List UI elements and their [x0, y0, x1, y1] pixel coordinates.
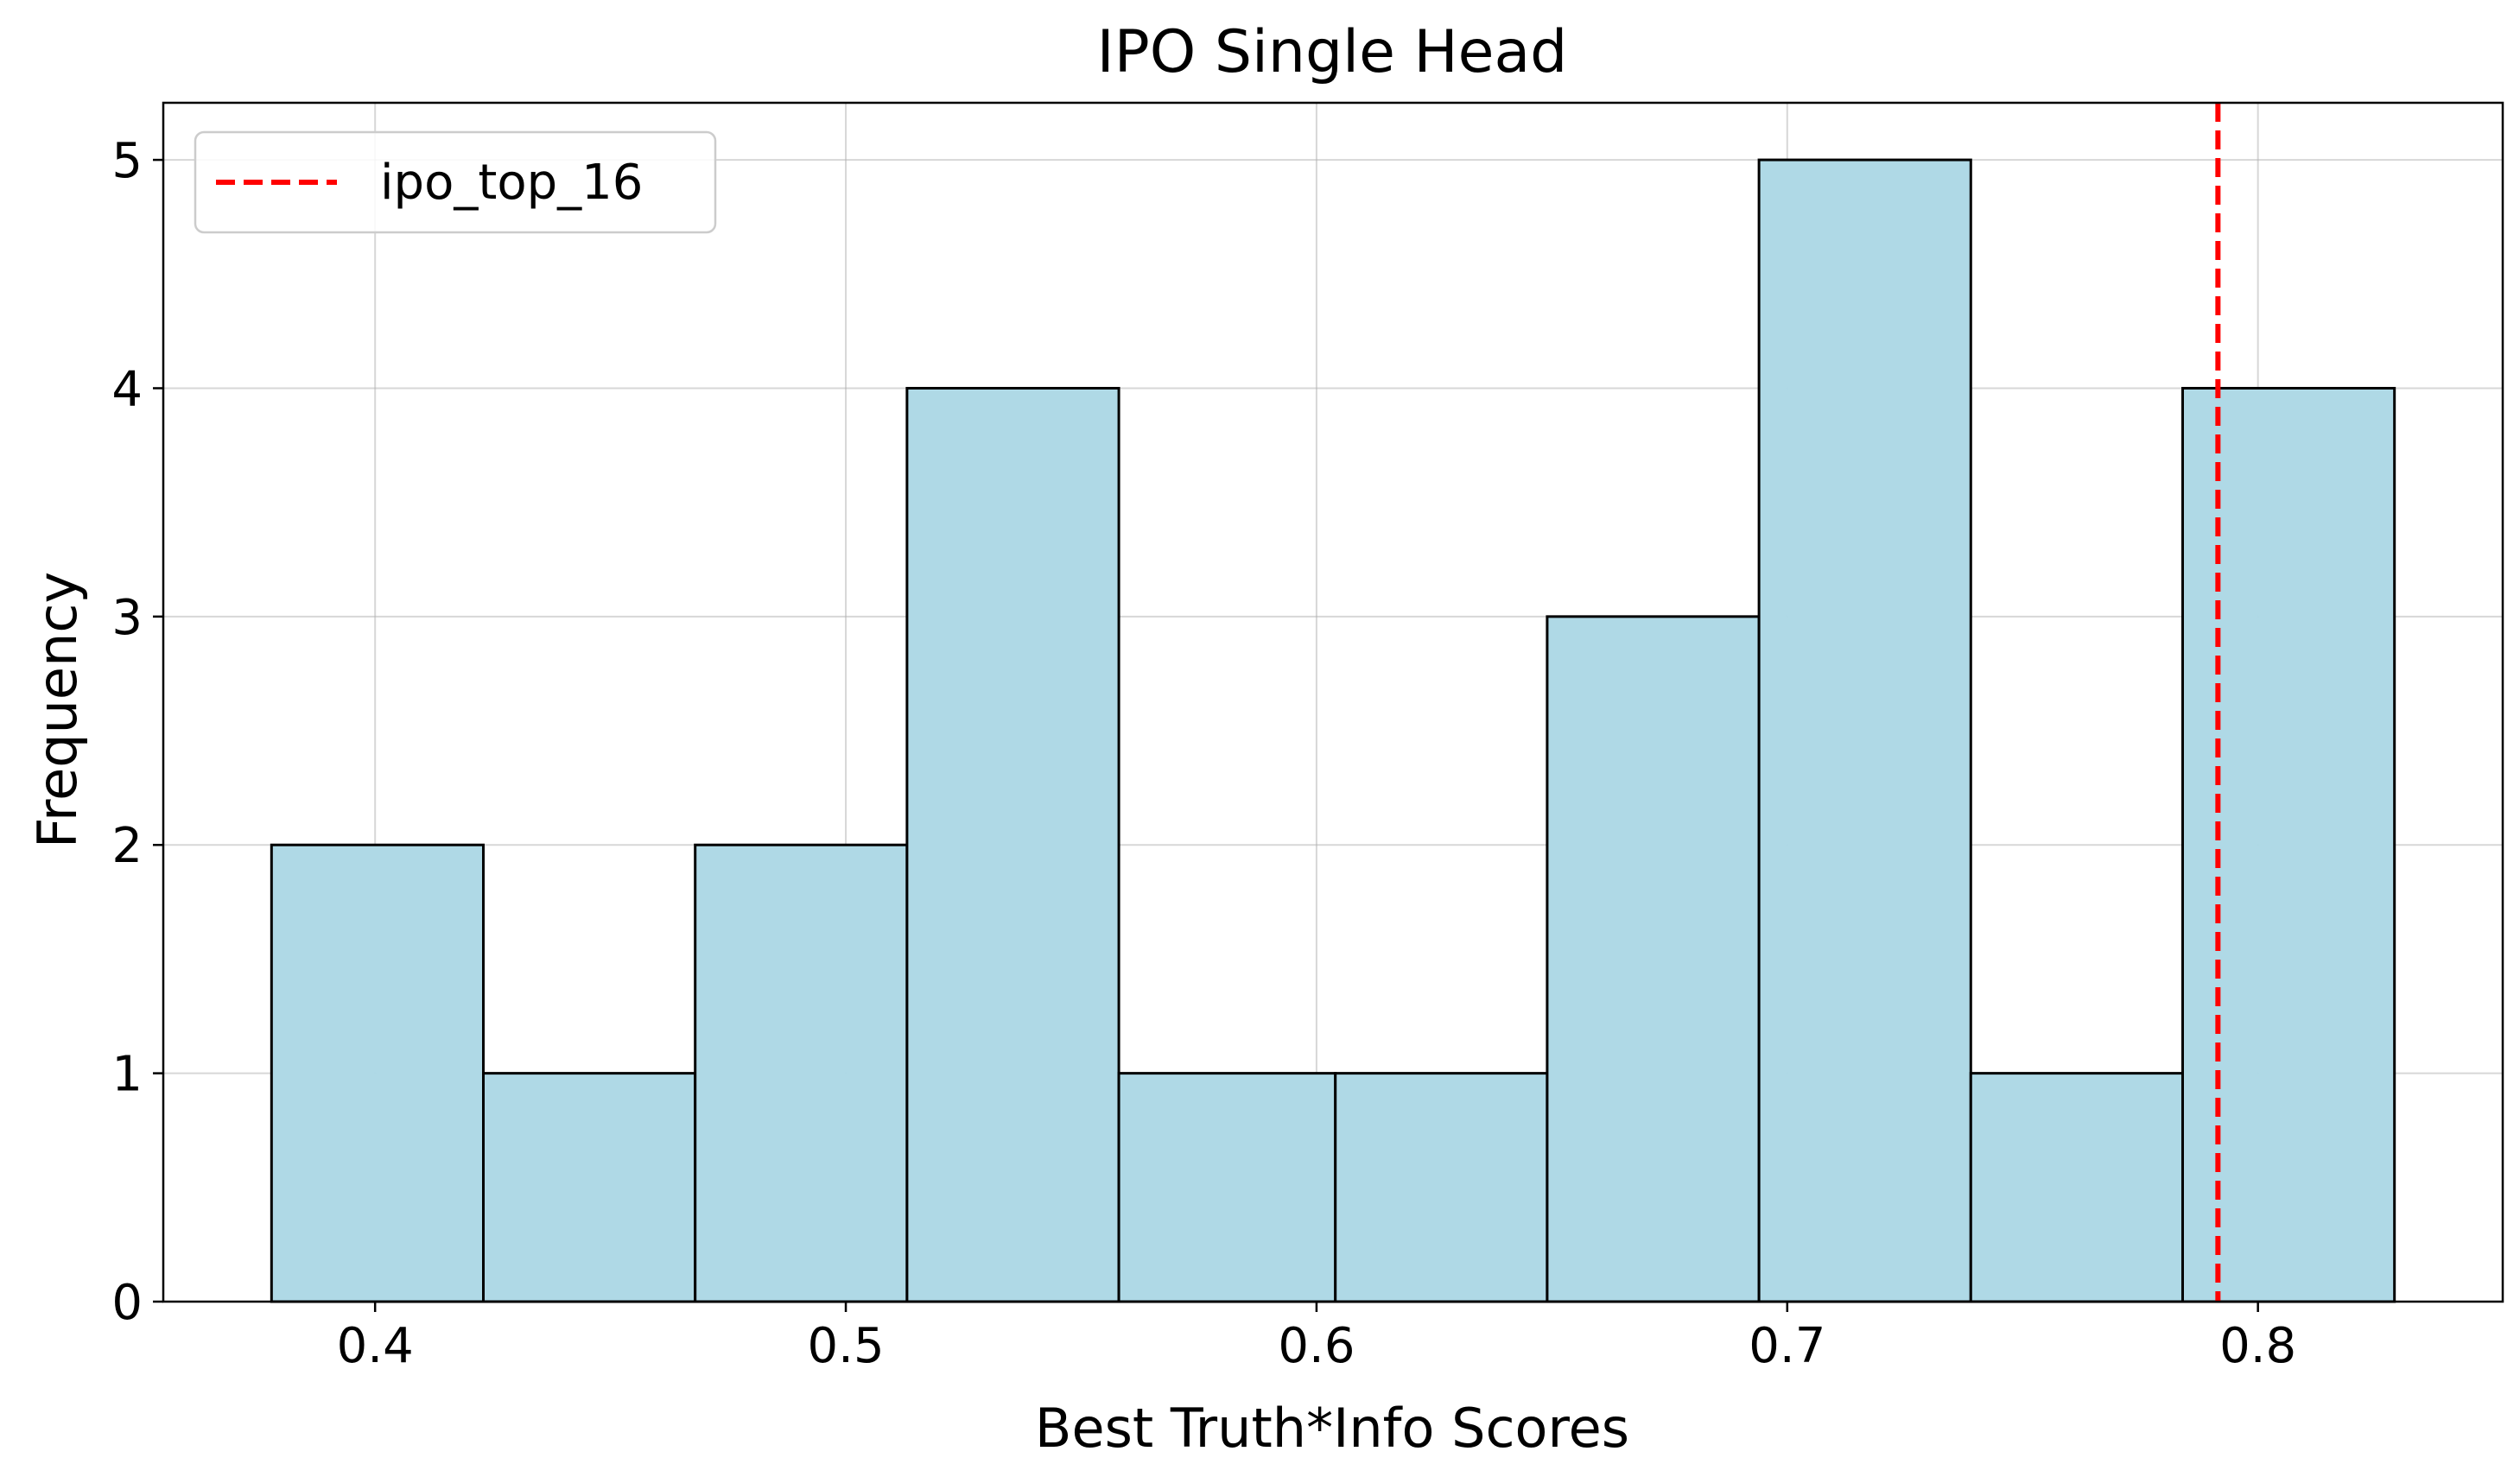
histogram-bar-2 [482, 1072, 697, 1303]
histogram-bar-1 [270, 843, 486, 1303]
plot-area-frame [162, 101, 2504, 1303]
x-axis-label: Best Truth*Info Scores [1035, 1397, 1629, 1460]
legend-entry-label: ipo_top_16 [380, 155, 643, 211]
x-tick-label: 0.5 [808, 1318, 885, 1374]
histogram-bar-10 [2180, 386, 2396, 1303]
histogram-bar-9 [1969, 1072, 2184, 1303]
x-tick-label: 0.7 [1749, 1318, 1825, 1374]
y-tick-label: 0 [111, 1275, 143, 1331]
histogram-bar-7 [1546, 615, 1761, 1303]
histogram-bar-5 [1117, 1072, 1337, 1303]
y-tick-label: 5 [111, 133, 143, 189]
histogram-bar-6 [1334, 1072, 1549, 1303]
x-tick-label: 0.6 [1278, 1318, 1355, 1374]
histogram-bar-4 [905, 386, 1120, 1303]
y-axis-label: Frequency [26, 572, 89, 848]
histogram-bar-3 [694, 843, 909, 1303]
y-tick-label: 3 [111, 590, 143, 646]
legend-box [194, 130, 717, 234]
x-tick-label: 0.8 [2219, 1318, 2296, 1374]
x-tick-label: 0.4 [337, 1318, 414, 1374]
y-tick-label: 4 [111, 361, 143, 417]
y-axis-ticks: 0 1 2 3 4 5 [111, 133, 163, 1331]
y-tick-label: 2 [111, 818, 143, 874]
x-axis-ticks: 0.4 0.5 0.6 0.7 0.8 [337, 1302, 2296, 1374]
histogram-bar-8 [1757, 158, 1972, 1303]
histogram-bars [270, 158, 2396, 1303]
legend: ipo_top_16 [194, 130, 717, 234]
chart-title: IPO Single Head [1097, 18, 1568, 86]
y-tick-label: 1 [111, 1047, 143, 1103]
